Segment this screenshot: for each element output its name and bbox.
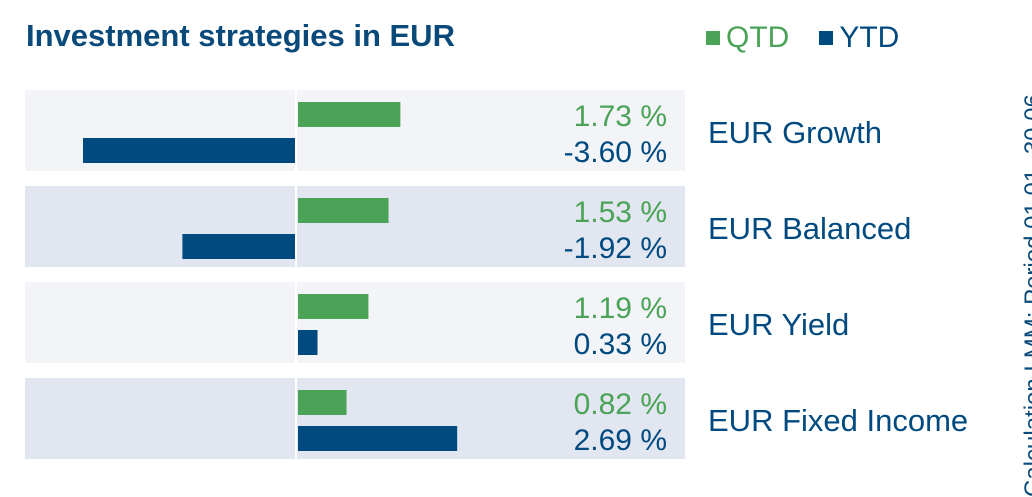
value-label-ytd: 2.69 % xyxy=(574,424,667,457)
value-label-ytd: 0.33 % xyxy=(574,328,667,361)
value-label-ytd: -3.60 % xyxy=(564,136,667,169)
bar-qtd-eur-fixed-income xyxy=(298,390,347,415)
bar-ytd-eur-yield xyxy=(298,330,318,355)
bar-qtd-eur-yield xyxy=(298,294,369,319)
value-label-qtd: 1.53 % xyxy=(574,196,667,229)
legend-swatch-ytd xyxy=(819,31,834,45)
bar-qtd-eur-balanced xyxy=(298,198,389,223)
value-label-qtd: 0.82 % xyxy=(574,388,667,421)
legend-swatch-qtd xyxy=(706,31,720,45)
value-label-qtd: 1.73 % xyxy=(574,100,667,133)
legend-item-ytd: YTD xyxy=(819,21,899,55)
chart-title: Investment strategies in EUR xyxy=(26,18,455,53)
chart-legend: QTD YTD xyxy=(706,20,899,56)
category-label-eur-fixed-income: EUR Fixed Income xyxy=(708,403,968,438)
legend-item-qtd: QTD xyxy=(706,21,789,55)
category-label-eur-growth: EUR Growth xyxy=(708,115,882,150)
side-note: Calculation LMM; Period 01.01.-30.06. xyxy=(1020,87,1032,497)
bar-ytd-eur-fixed-income xyxy=(298,426,458,451)
category-label-eur-balanced: EUR Balanced xyxy=(708,211,911,246)
legend-label-ytd: YTD xyxy=(839,21,900,54)
category-label-eur-yield: EUR Yield xyxy=(708,307,849,342)
bar-chart: 1.73 %-3.60 % EUR Growth 1.53 %-1.92 % EUR … xyxy=(25,90,968,459)
bar-ytd-eur-balanced xyxy=(182,234,296,259)
legend-label-qtd: QTD xyxy=(726,21,790,54)
value-label-ytd: -1.92 % xyxy=(564,232,667,265)
bar-qtd-eur-growth xyxy=(298,102,401,127)
value-label-qtd: 1.19 % xyxy=(574,292,667,325)
bar-ytd-eur-growth xyxy=(83,138,296,163)
